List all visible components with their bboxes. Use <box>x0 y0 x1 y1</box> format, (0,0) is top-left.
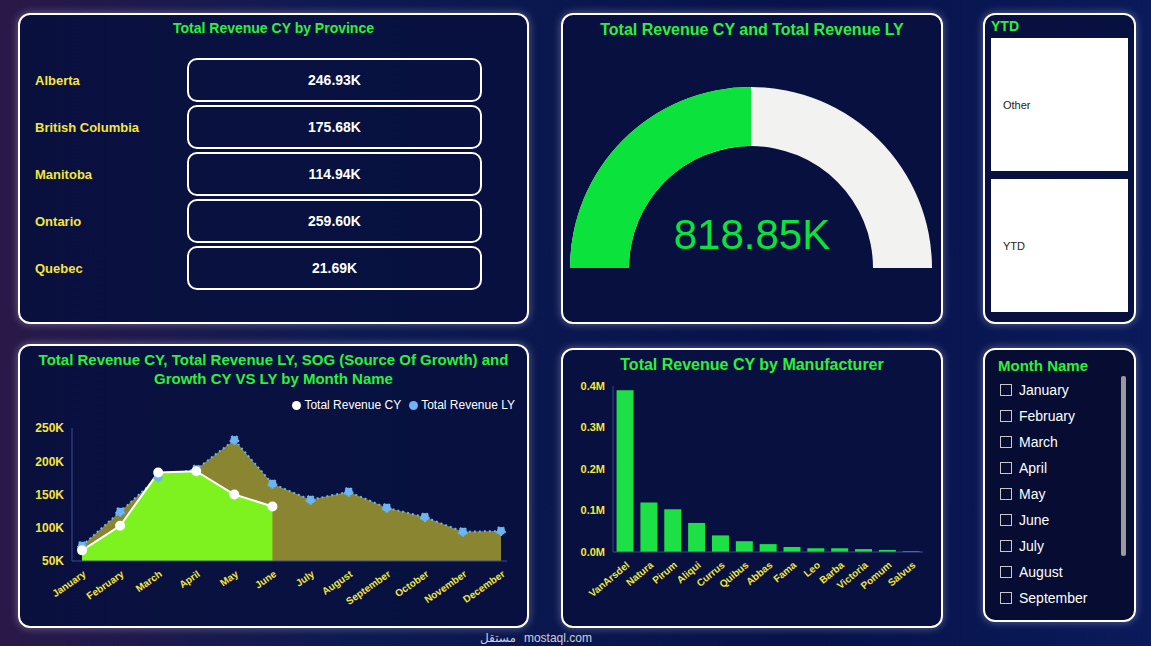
html-text:January: January <box>1019 382 1069 398</box>
html-text:July: July <box>1019 538 1044 554</box>
svg-text:April: April <box>177 568 202 590</box>
html-text:August: August <box>1019 564 1063 580</box>
html-text:June: June <box>1019 512 1050 528</box>
svg-text:50K: 50K <box>42 554 64 568</box>
svg-text:Currus: Currus <box>694 559 727 589</box>
svg-text:September: September <box>344 568 393 607</box>
html-text:Total Revenue CY by Province: Total Revenue CY by Province <box>173 20 374 36</box>
svg-text:100K: 100K <box>35 521 64 535</box>
html-text:246.93K: 246.93K <box>308 72 361 88</box>
svg-text:0.0M: 0.0M <box>581 546 605 558</box>
svg-text:Abbas: Abbas <box>744 559 775 587</box>
svg-text:250K: 250K <box>35 421 64 435</box>
html-text:March: March <box>1019 434 1058 450</box>
html-text:114.94K: 114.94K <box>308 166 361 182</box>
svg-text:October: October <box>392 568 431 600</box>
svg-text:November: November <box>422 568 468 605</box>
svg-text:May: May <box>218 568 241 588</box>
svg-text:Natura: Natura <box>624 559 656 588</box>
html-text:Total Revenue CY and Total Rev: Total Revenue CY and Total Revenue LY <box>600 21 904 38</box>
svg-text:0.2M: 0.2M <box>581 463 605 475</box>
svg-text:200K: 200K <box>35 455 64 469</box>
html-text:British Columbia: British Columbia <box>35 119 139 135</box>
html-text:YTD: YTD <box>991 18 1019 34</box>
html-text:mostaql.com: mostaql.com <box>523 630 592 645</box>
svg-text:0.1M: 0.1M <box>581 504 605 516</box>
html-text:February: February <box>1019 408 1075 424</box>
html-text:Alberta: Alberta <box>35 72 80 88</box>
svg-text:August: August <box>319 568 355 597</box>
html-text:175.68K: 175.68K <box>308 119 361 135</box>
svg-text:March: March <box>133 568 163 594</box>
svg-text:Salvus: Salvus <box>886 559 918 588</box>
svg-text:Fama: Fama <box>771 559 798 584</box>
html-text:Total Revenue CY, Total Revenu: Total Revenue CY, Total Revenue LY, SOG … <box>38 351 509 387</box>
svg-text:VanArsdel: VanArsdel <box>586 559 632 600</box>
svg-text:December: December <box>461 568 507 605</box>
svg-text:Leo: Leo <box>801 559 823 580</box>
html-text:Other: Other <box>1003 98 1031 111</box>
svg-text:January: January <box>50 568 88 599</box>
svg-text:June: June <box>253 568 279 591</box>
html-text:مستقل: مستقل <box>480 630 516 645</box>
html-text:Quebec: Quebec <box>35 260 83 276</box>
svg-text:February: February <box>84 568 126 602</box>
html-text:Ontario: Ontario <box>35 213 82 229</box>
svg-text:0.3M: 0.3M <box>581 421 605 433</box>
svg-text:Pirum: Pirum <box>650 559 679 586</box>
svg-text:Quibus: Quibus <box>717 559 751 590</box>
svg-text:Pomum: Pomum <box>858 559 893 591</box>
html-text:21.69K: 21.69K <box>311 260 358 276</box>
svg-text:Aliqui: Aliqui <box>674 559 703 586</box>
html-text:Total Revenue LY: Total Revenue LY <box>421 398 515 412</box>
svg-text:Victoria: Victoria <box>834 559 870 592</box>
html-text:Month Name: Month Name <box>998 357 1088 374</box>
html-text:Total Revenue CY by Manufactur: Total Revenue CY by Manufacturer <box>620 356 884 373</box>
html-text:818.85K: 818.85K <box>673 211 831 258</box>
svg-text:150K: 150K <box>35 488 64 502</box>
svg-text:July: July <box>294 568 317 589</box>
svg-text:Barba: Barba <box>817 559 846 586</box>
html-text:259.60K: 259.60K <box>308 213 361 229</box>
html-text:April: April <box>1019 460 1047 476</box>
html-text:Total Revenue CY: Total Revenue CY <box>304 398 402 412</box>
html-text:Manitoba: Manitoba <box>35 166 93 182</box>
svg-text:0.4M: 0.4M <box>581 380 605 392</box>
html-text:September: September <box>1019 590 1088 606</box>
html-text:YTD: YTD <box>1003 239 1025 252</box>
html-text:May: May <box>1019 486 1046 502</box>
